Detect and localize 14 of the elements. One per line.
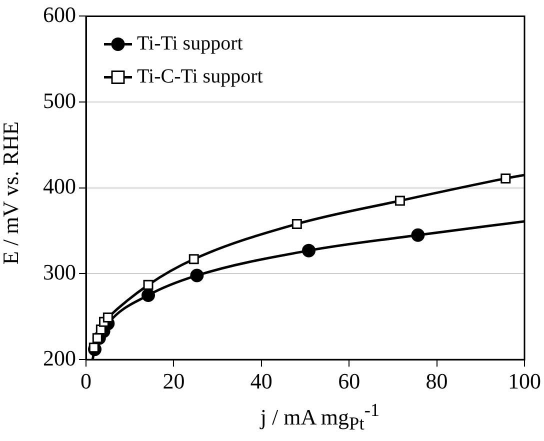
legend-label: Ti-Ti support [137,32,244,54]
y-tick-label: 300 [43,260,76,285]
y-tick-label: 200 [43,345,76,370]
y-tick-label: 500 [43,88,76,113]
y-tick-label: 400 [43,174,76,199]
legend-label: Ti-C-Ti support [137,65,264,88]
x-tick-label: 0 [80,368,92,394]
x-tick-label: 80 [426,368,448,394]
y-tick-label: 600 [43,2,76,27]
y-axis-title: E / mV vs. RHE [0,120,24,267]
x-tick-label: 20 [162,368,185,394]
x-tick-label: 40 [250,368,272,394]
x-tick-label: 100 [508,368,541,394]
x-tick-label: 60 [338,368,360,394]
